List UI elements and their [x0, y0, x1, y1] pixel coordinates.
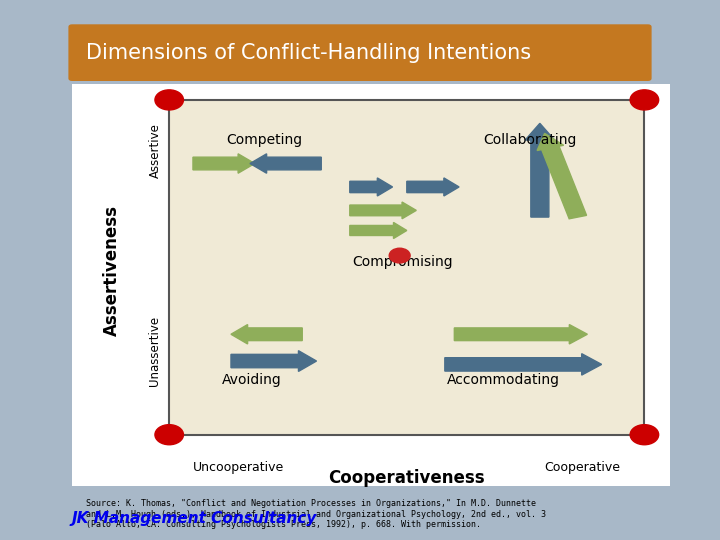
FancyArrow shape	[350, 222, 407, 239]
FancyArrow shape	[350, 178, 392, 196]
Text: Dimensions of Conflict-Handling Intentions: Dimensions of Conflict-Handling Intentio…	[86, 43, 531, 63]
Text: Compromising: Compromising	[352, 255, 453, 268]
Text: Uncooperative: Uncooperative	[193, 462, 284, 475]
Circle shape	[390, 248, 410, 263]
FancyArrow shape	[537, 133, 587, 219]
Text: Avoiding: Avoiding	[222, 374, 282, 388]
FancyArrow shape	[193, 154, 255, 173]
FancyArrow shape	[231, 325, 302, 344]
Text: Collaborating: Collaborating	[483, 133, 576, 147]
Bar	[72, 84, 670, 486]
Text: Assertive: Assertive	[148, 123, 161, 178]
Text: Cooperativeness: Cooperativeness	[328, 469, 485, 487]
Text: Cooperative: Cooperative	[544, 462, 621, 475]
Text: Source: K. Thomas, "Conflict and Negotiation Processes in Organizations," In M.D: Source: K. Thomas, "Conflict and Negotia…	[86, 500, 546, 529]
Text: Unassertive: Unassertive	[148, 316, 161, 386]
Text: Accommodating: Accommodating	[447, 374, 560, 388]
FancyArrow shape	[454, 325, 588, 344]
Circle shape	[630, 90, 659, 110]
Circle shape	[630, 424, 659, 445]
Text: JK Management Consultancy: JK Management Consultancy	[72, 511, 318, 526]
FancyArrow shape	[407, 178, 459, 196]
FancyArrow shape	[525, 123, 554, 217]
Text: Competing: Competing	[226, 133, 302, 147]
FancyBboxPatch shape	[68, 24, 652, 81]
Circle shape	[155, 424, 184, 445]
FancyArrow shape	[231, 350, 317, 372]
FancyArrow shape	[445, 354, 602, 375]
Text: Assertiveness: Assertiveness	[102, 205, 121, 335]
FancyArrow shape	[350, 202, 416, 219]
FancyArrow shape	[250, 154, 321, 173]
Circle shape	[155, 90, 184, 110]
